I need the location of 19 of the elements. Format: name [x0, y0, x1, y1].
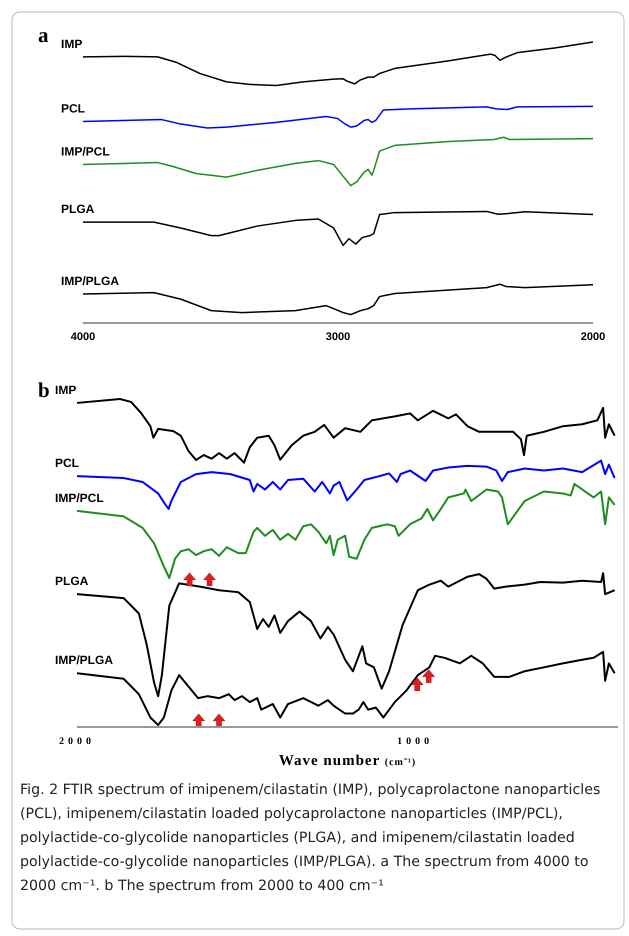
x-tick-label: 2000 — [59, 736, 95, 747]
x-tick-label: 4000 — [70, 331, 96, 343]
series-label: PCL — [61, 102, 85, 116]
series-label: IMP — [61, 36, 82, 51]
x-tick-label: 3000 — [326, 331, 350, 343]
series-label: IMP/PCL — [61, 144, 110, 159]
series-label: IMP/PLGA — [55, 653, 114, 668]
x-axis-title: Wave number (cm⁻¹) — [278, 753, 416, 769]
chart-title: a — [38, 23, 49, 47]
series-label: IMP/PCL — [55, 490, 104, 505]
chart-title: b — [38, 378, 50, 402]
x-tick-label: 1000 — [397, 736, 434, 747]
caption: Fig. 2 FTIR spectrum of imipenem/cilastatin (IMP), polycaprolactone nanoparticles (PCL), imipenem/cilastatin loaded polycaprolactone nanoparticles (IMP/PCL), polylactide-co-glycolide nanoparticles (PLGA), and imipenem/cilastatin loaded polylactide-co-glycolide nanoparticles (IMP/PLGA). a The spectrum from 4000 to 2000 cm⁻¹. b The spectrum from 2000 to 400 cm⁻¹ — [20, 781, 602, 896]
series-label: PCL — [55, 456, 79, 470]
series-label: IMP — [55, 382, 76, 397]
series-label: PLGA — [61, 202, 95, 216]
x-tick-label: 2000 — [580, 331, 606, 343]
series-label: PLGA — [55, 574, 89, 588]
series-label: IMP/PLGA — [61, 274, 120, 288]
